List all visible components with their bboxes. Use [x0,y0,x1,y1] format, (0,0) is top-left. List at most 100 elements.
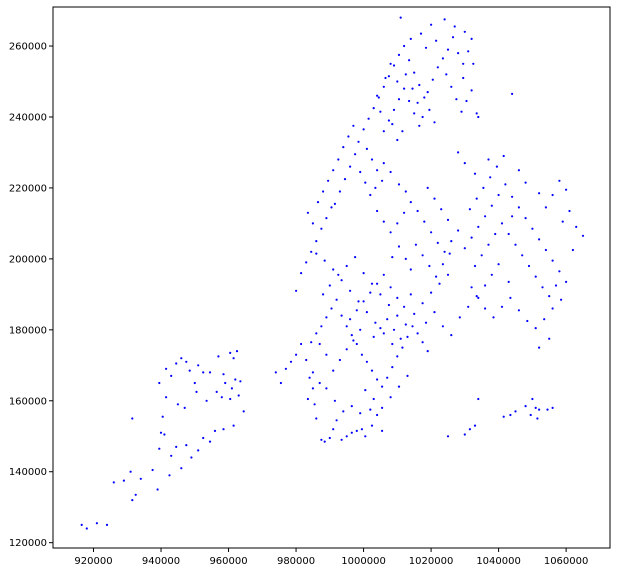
scatter-point [305,261,308,264]
scatter-point [438,282,441,285]
scatter-point [349,165,352,168]
scatter-point [332,268,335,271]
scatter-point [543,318,546,321]
scatter-point [335,419,338,422]
scatter-point [242,410,245,413]
scatter-point [517,169,521,172]
x-tick-label: 920000 [74,556,112,567]
scatter-point [365,311,368,314]
scatter-point [406,374,409,377]
scatter-point [188,369,191,372]
scatter-point [370,424,374,427]
scatter-point [345,435,348,438]
scatter-point [396,138,399,142]
scatter-point [517,206,521,209]
scatter-point [284,367,287,370]
y-tick-label: 240000 [9,112,47,123]
scatter-point [335,298,338,301]
scatter-point [416,332,419,335]
scatter-point [443,18,446,21]
scatter-point [463,247,466,250]
x-tick-label: 1000000 [341,556,386,567]
scatter-point [531,397,534,401]
scatter-point [473,424,477,427]
scatter-point [376,94,379,97]
scatter-point [325,217,328,220]
scatter-point [372,335,375,338]
scatter-point [472,62,475,65]
scatter-point [446,273,450,276]
scatter-point [560,298,563,301]
scatter-point [489,176,492,179]
scatter-point [364,435,367,438]
x-tick-label: 1040000 [476,556,521,567]
scatter-point [507,280,510,283]
scatter-point [497,193,500,197]
scatter-point [397,53,401,57]
scatter-point [215,390,218,393]
scatter-point [430,23,433,26]
scatter-point [382,220,385,223]
scatter-point [333,202,336,205]
scatter-point [185,360,188,363]
x-tick-label: 1060000 [544,556,589,567]
scatter-point [509,296,512,299]
scatter-point [379,110,382,113]
scatter-point [333,399,336,402]
scatter-point [450,334,453,337]
scatter-point [401,130,404,133]
scatter-point [551,259,554,262]
scatter-point [315,417,318,420]
scatter-point [421,115,424,119]
scatter-point [458,316,461,319]
scatter-point [430,231,433,234]
scatter-point [421,302,424,305]
scatter-point [165,367,168,370]
scatter-point [232,424,235,427]
scatter-point [306,211,309,214]
scatter-point [372,107,375,110]
plot-area [53,7,610,548]
scatter-point [315,332,318,335]
scatter-point [362,300,365,303]
scatter-point [446,218,450,221]
scatter-point [424,46,428,49]
scatter-point [322,190,325,193]
scatter-point [531,227,534,230]
scatter-point [389,231,392,234]
scatter-point [484,307,487,310]
scatter-point [433,311,436,314]
scatter-point [208,371,212,374]
scatter-point [337,273,340,276]
scatter-point [397,385,401,388]
scatter-point [222,373,225,376]
scatter-point [202,371,205,374]
scatter-point [229,397,232,401]
scatter-point [534,327,537,330]
plot-frame [52,6,611,549]
scatter-point [323,259,326,262]
scatter-point [387,303,390,307]
scatter-point [391,256,394,259]
scatter-point [457,52,460,55]
scatter-point [350,431,353,434]
scatter-point [463,433,466,436]
scatter-point [487,158,490,161]
scatter-point [222,428,225,431]
y-tick-label: 160000 [9,396,47,407]
scatter-point [158,447,161,450]
scatter-point [409,268,412,271]
scatter-point [311,371,314,374]
scatter-point [183,406,186,409]
scatter-point [185,444,188,447]
scatter-point [382,273,385,276]
scatter-point [342,146,345,149]
scatter-point [338,190,341,193]
scatter-point [423,220,426,223]
scatter-point [413,312,416,315]
scatter-point [477,115,480,119]
scatter-point [487,243,490,246]
scatter-point [551,193,554,197]
scatter-point [495,165,498,168]
scatter-point [168,474,171,477]
